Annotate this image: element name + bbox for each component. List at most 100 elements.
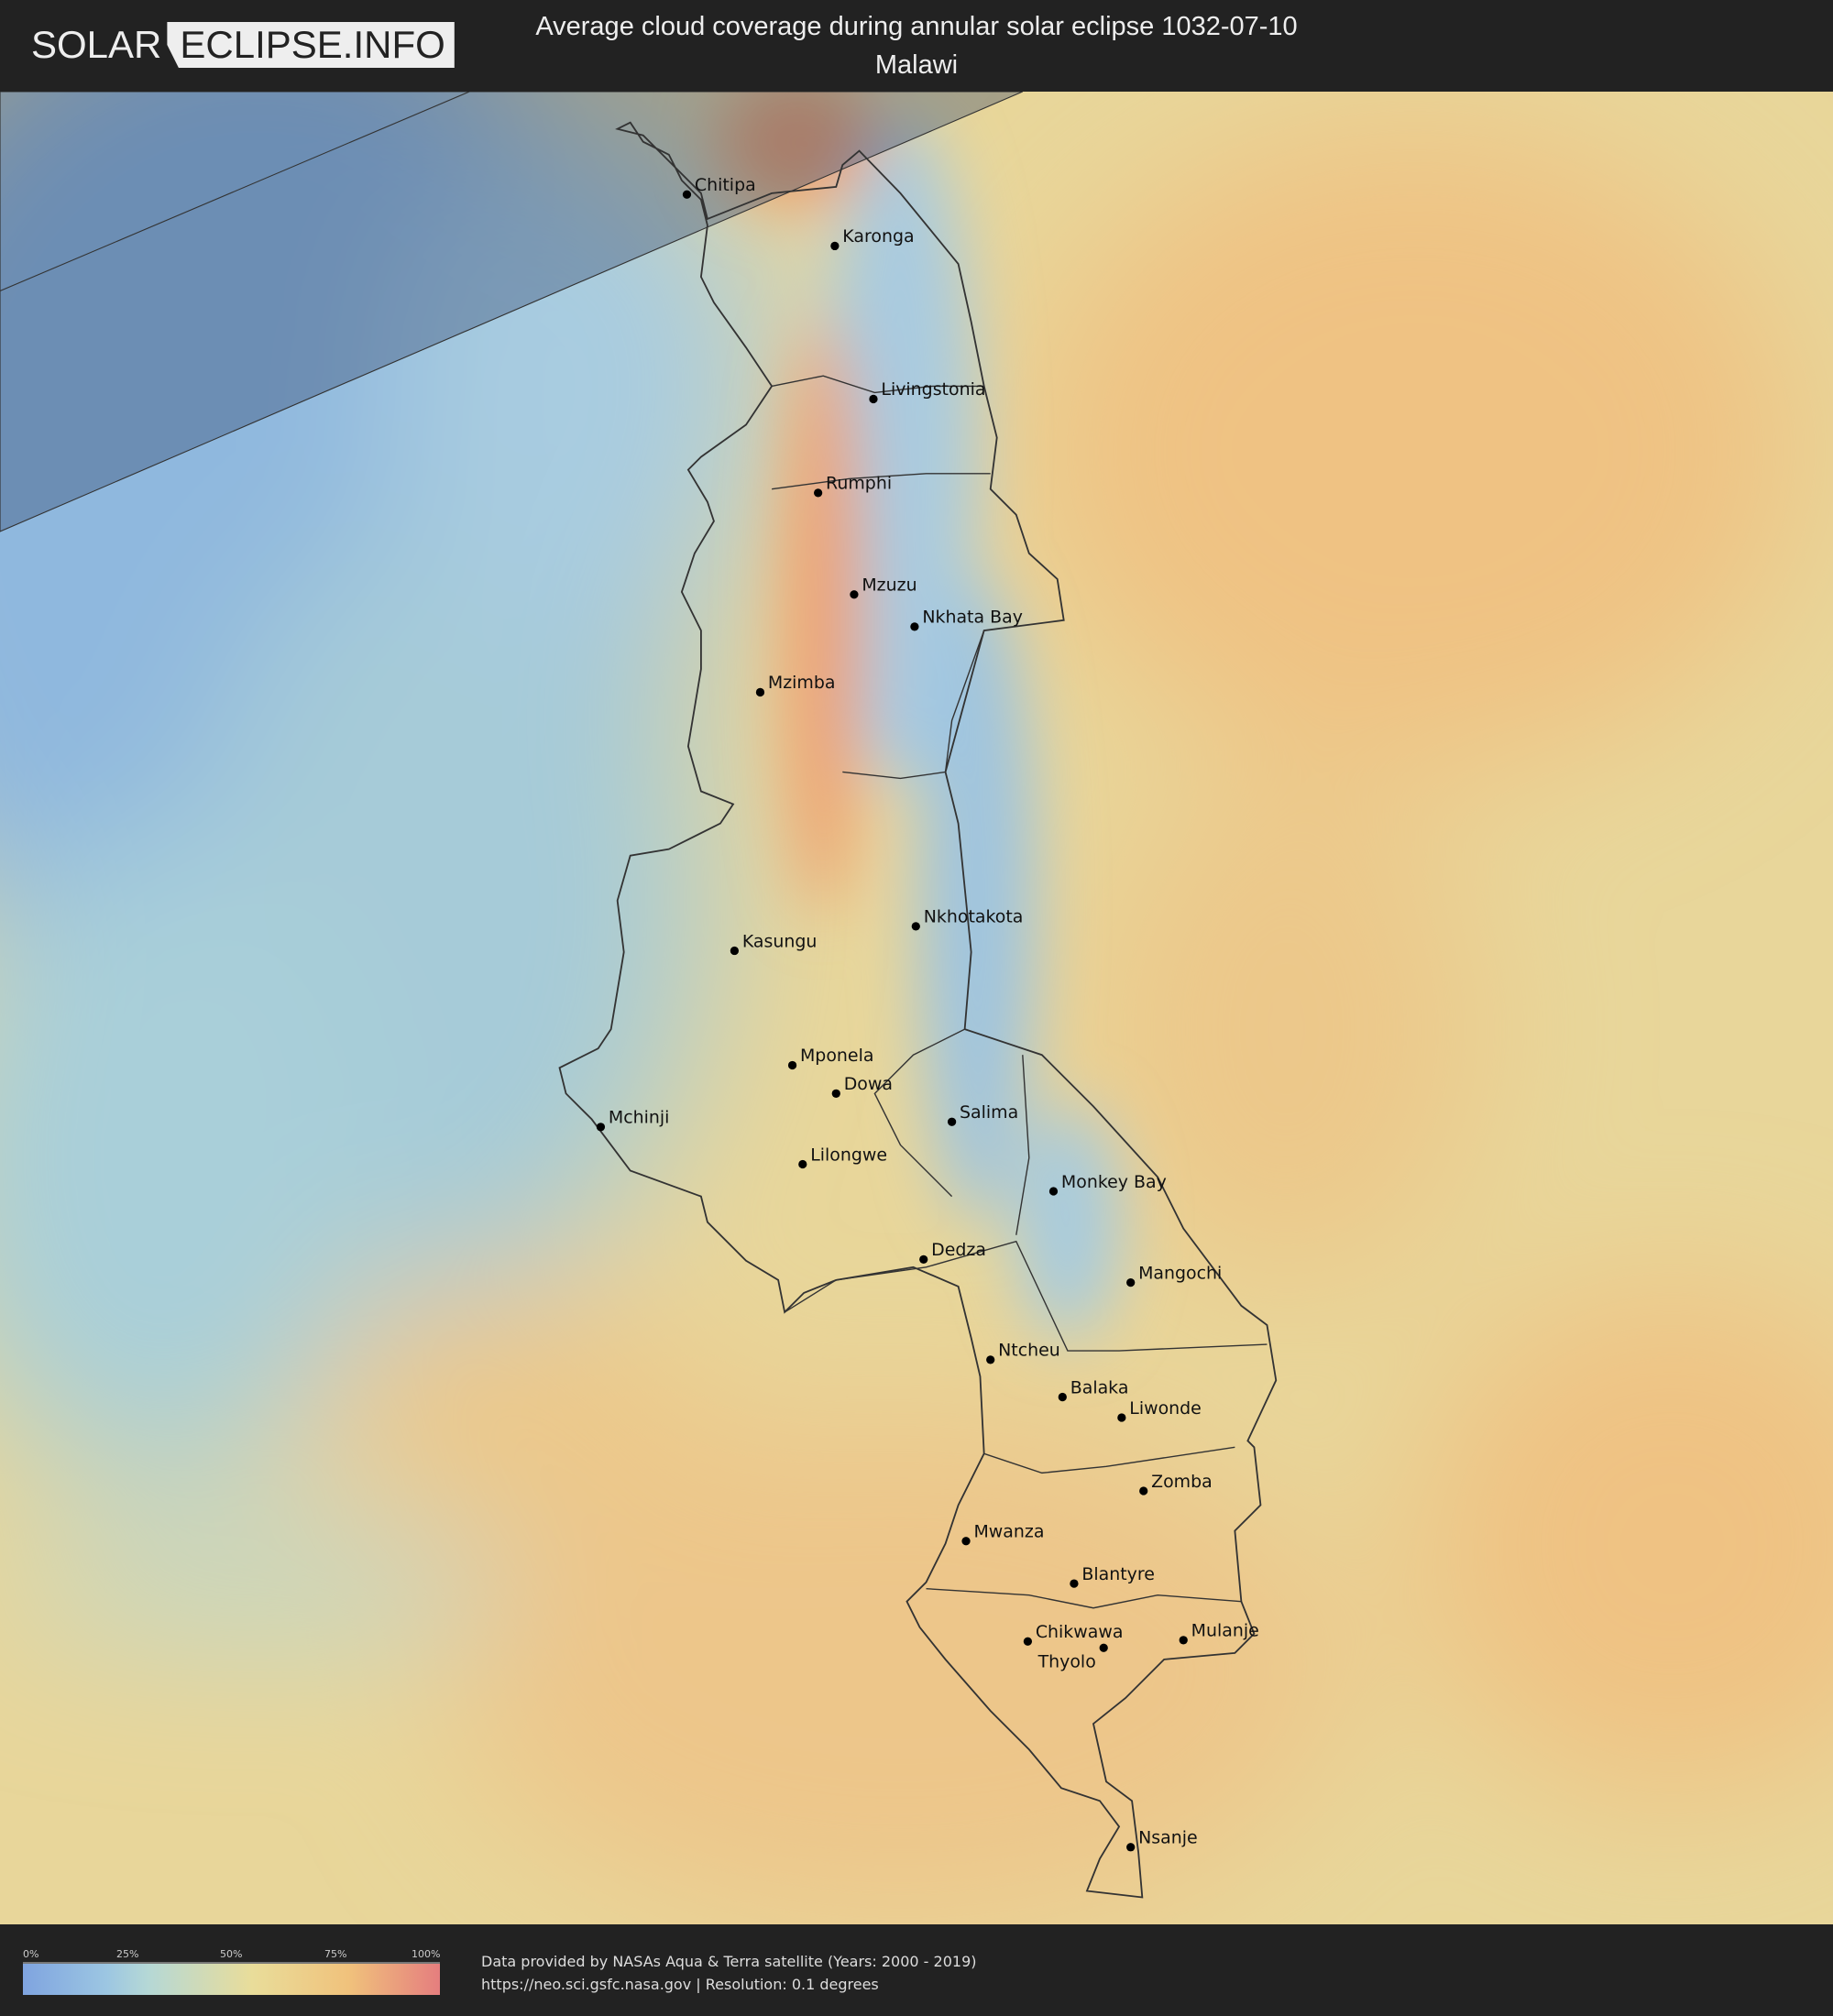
city-label: Dedza [931, 1240, 986, 1260]
city-dot-icon [1179, 1636, 1188, 1645]
city-chitipa: Chitipa [682, 175, 756, 199]
city-dot-icon [682, 190, 692, 199]
header: SOLAR ECLIPSE.INFO Average cloud coverag… [0, 0, 1833, 92]
city-dot-icon [830, 241, 840, 251]
city-kasungu: Kasungu [730, 931, 818, 956]
city-mangochi: Mangochi [1126, 1263, 1222, 1287]
city-label: Kasungu [742, 931, 818, 951]
city-mulanje: Mulanje [1179, 1621, 1259, 1645]
city-nkhotakota: Nkhotakota [911, 907, 1024, 931]
city-dot-icon [755, 687, 765, 697]
city-label: Ntcheu [998, 1341, 1060, 1361]
city-monkey-bay: Monkey Bay [1048, 1172, 1167, 1196]
city-mchinji: Mchinji [596, 1108, 670, 1132]
city-nsanje: Nsanje [1126, 1828, 1198, 1852]
city-balaka: Balaka [1058, 1377, 1129, 1402]
city-label: Salima [960, 1102, 1018, 1123]
title-line: Average cloud coverage during annular so… [535, 12, 1298, 41]
city-mzimba: Mzimba [755, 673, 836, 697]
city-dot-icon [1126, 1843, 1136, 1852]
legend-tick: 0% [23, 1948, 39, 1960]
city-label: Mangochi [1138, 1263, 1222, 1283]
city-label: Mponela [800, 1046, 873, 1066]
city-label: Nkhata Bay [922, 608, 1023, 628]
city-dot-icon [961, 1537, 971, 1546]
city-label: Blantyre [1081, 1564, 1155, 1584]
city-dot-icon [787, 1060, 797, 1070]
city-label: Lilongwe [810, 1145, 887, 1165]
page-title: Average cloud coverage during annular so… [412, 7, 1421, 84]
city-dot-icon [1058, 1392, 1067, 1402]
city-label: Mzuzu [862, 575, 916, 596]
legend-tick: 75% [324, 1948, 347, 1960]
cloud-field [0, 92, 1833, 1924]
city-dot-icon [947, 1117, 957, 1126]
city-dedza: Dedza [919, 1240, 986, 1265]
city-dot-icon [986, 1355, 995, 1364]
city-label: Mwanza [973, 1522, 1044, 1542]
city-mwanza: Mwanza [961, 1522, 1044, 1546]
city-zomba: Zomba [1139, 1472, 1213, 1496]
city-label: Mulanje [1191, 1621, 1259, 1641]
city-dot-icon [1099, 1643, 1108, 1652]
city-dot-icon [596, 1123, 606, 1132]
city-dot-icon [1126, 1278, 1136, 1287]
city-dot-icon [831, 1089, 840, 1098]
data-source-text: Data provided by NASAs Aqua & Terra sate… [481, 1953, 977, 1970]
city-label: Thyolo [1037, 1651, 1096, 1671]
city-livingstonia: Livingstonia [869, 379, 985, 404]
city-dot-icon [1023, 1637, 1033, 1646]
city-markers: Chitipa Karonga Livingstonia Rumphi Mzuzu Nkh… [596, 175, 1259, 1852]
city-salima: Salima [947, 1102, 1018, 1126]
malawi-border [558, 121, 1278, 1899]
city-label: Chikwawa [1036, 1622, 1124, 1642]
city-dot-icon [911, 922, 920, 931]
city-mzuzu: Mzuzu [850, 575, 917, 599]
city-karonga: Karonga [830, 226, 915, 251]
cloud-coverage-map: Chitipa Karonga Livingstonia Rumphi Mzuzu Nkh… [0, 92, 1833, 1924]
city-label: Nkhotakota [924, 907, 1024, 927]
country-name: Malawi [874, 50, 959, 80]
legend-tick: 100% [412, 1948, 441, 1960]
eclipse-limit-line [0, 92, 470, 292]
city-label: Nsanje [1138, 1828, 1198, 1848]
city-label: Liwonde [1129, 1398, 1202, 1419]
logo-text-eclipse: ECLIPSE.INFO [167, 22, 455, 68]
city-blantyre: Blantyre [1070, 1564, 1155, 1588]
city-dot-icon [814, 488, 823, 498]
city-dowa: Dowa [831, 1074, 893, 1098]
eclipse-shadow-band [0, 92, 1024, 532]
city-nkhata-bay: Nkhata Bay [910, 608, 1023, 631]
cloud-field-detail [719, 92, 1120, 1338]
city-label: Livingstonia [881, 379, 985, 400]
city-dot-icon [910, 622, 919, 631]
city-dot-icon [850, 590, 859, 599]
city-dot-icon [798, 1159, 807, 1169]
city-lilongwe: Lilongwe [798, 1145, 887, 1169]
district-borders [771, 375, 1268, 1609]
city-label: Chitipa [695, 175, 756, 195]
logo-text-solar: SOLAR [31, 23, 162, 66]
data-source-link[interactable]: https://neo.sci.gsfc.nasa.gov | Resoluti… [481, 1976, 879, 1993]
city-dot-icon [1070, 1579, 1079, 1588]
site-logo[interactable]: SOLAR ECLIPSE.INFO [31, 22, 455, 68]
city-dot-icon [1139, 1486, 1148, 1496]
city-label: Monkey Bay [1061, 1172, 1167, 1192]
city-label: Dowa [844, 1074, 893, 1094]
city-label: Balaka [1070, 1377, 1129, 1397]
city-liwonde: Liwonde [1117, 1398, 1202, 1422]
legend-tick: 25% [116, 1948, 139, 1960]
city-thyolo: Thyolo [1037, 1643, 1108, 1671]
city-label: Mzimba [768, 673, 836, 693]
city-rumphi: Rumphi [814, 474, 892, 498]
legend-color-scale [23, 1962, 440, 1995]
city-dot-icon [869, 394, 878, 404]
legend-tick: 50% [220, 1948, 243, 1960]
city-dot-icon [1048, 1187, 1059, 1196]
city-label: Zomba [1151, 1472, 1213, 1492]
city-dot-icon [919, 1255, 928, 1265]
city-label: Karonga [842, 226, 914, 247]
city-label: Mchinji [609, 1108, 670, 1128]
city-label: Rumphi [826, 474, 892, 494]
footer: 0% 25% 50% 75% 100% Data provided by NAS… [0, 1924, 1833, 2016]
